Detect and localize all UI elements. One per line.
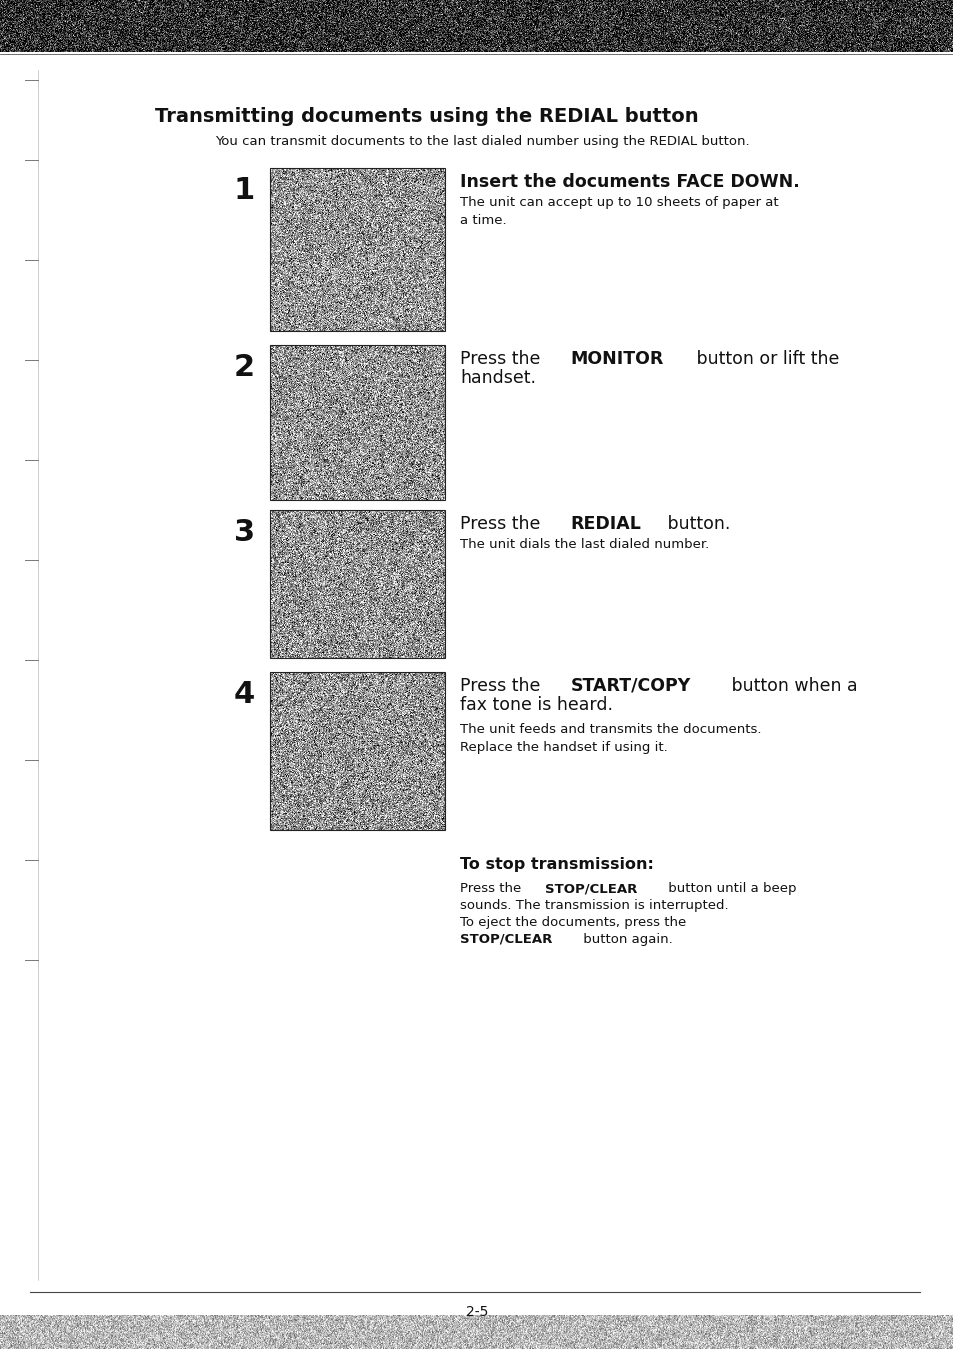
Text: STOP/CLEAR: STOP/CLEAR	[459, 934, 552, 946]
Text: button until a beep: button until a beep	[663, 882, 796, 894]
Text: button.: button.	[661, 515, 730, 533]
Text: To stop transmission:: To stop transmission:	[459, 857, 653, 871]
Text: 2: 2	[233, 353, 254, 382]
Text: 2-5: 2-5	[465, 1304, 488, 1319]
Text: 3: 3	[233, 518, 254, 546]
Text: fax tone is heard.: fax tone is heard.	[459, 696, 613, 714]
Text: Press the: Press the	[459, 515, 545, 533]
Text: To eject the documents, press the: To eject the documents, press the	[459, 916, 685, 929]
Text: MONITOR: MONITOR	[570, 349, 663, 368]
Text: 4: 4	[233, 680, 254, 710]
Bar	[270, 345, 444, 500]
Bar	[270, 169, 444, 331]
Text: Press the: Press the	[459, 882, 525, 894]
Text: Press the: Press the	[459, 677, 545, 695]
Text: button or lift the: button or lift the	[691, 349, 839, 368]
Text: START/COPY: START/COPY	[570, 677, 690, 695]
Text: The unit dials the last dialed number.: The unit dials the last dialed number.	[459, 538, 708, 550]
Text: sounds. The transmission is interrupted.: sounds. The transmission is interrupted.	[459, 898, 728, 912]
Text: The unit feeds and transmits the documents.
Replace the handset if using it.: The unit feeds and transmits the documen…	[459, 723, 760, 754]
Bar	[270, 672, 444, 830]
Text: Press the: Press the	[459, 349, 545, 368]
Text: 1: 1	[233, 175, 254, 205]
Text: Insert the documents FACE DOWN.: Insert the documents FACE DOWN.	[459, 173, 799, 192]
Text: button again.: button again.	[578, 934, 672, 946]
Text: button when a: button when a	[725, 677, 857, 695]
Text: REDIAL: REDIAL	[570, 515, 641, 533]
Text: The unit can accept up to 10 sheets of paper at
a time.: The unit can accept up to 10 sheets of p…	[459, 196, 778, 227]
Text: handset.: handset.	[459, 370, 536, 387]
Text: STOP/CLEAR: STOP/CLEAR	[544, 882, 637, 894]
Bar	[270, 510, 444, 658]
Text: You can transmit documents to the last dialed number using the REDIAL button.: You can transmit documents to the last d…	[214, 135, 749, 148]
Text: Transmitting documents using the REDIAL button: Transmitting documents using the REDIAL …	[154, 107, 698, 125]
